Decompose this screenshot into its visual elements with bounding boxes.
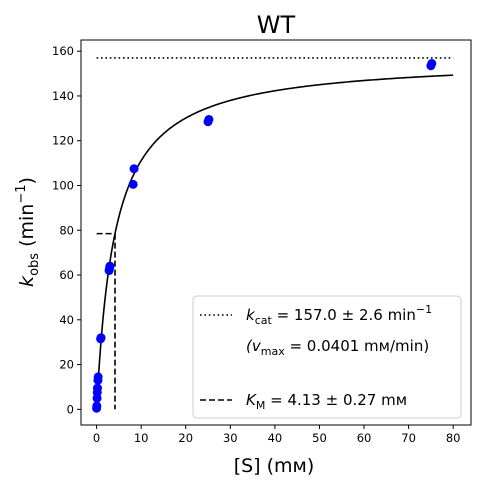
data-point	[93, 372, 103, 382]
data-point	[96, 333, 106, 343]
x-tick-label: 70	[401, 431, 416, 445]
legend-kcat-sup: −1	[416, 303, 432, 316]
y-tick-label: 80	[59, 223, 74, 237]
y-axis-label-sub: obs	[27, 253, 42, 276]
legend-kcat-symbol: k	[246, 306, 256, 324]
legend-box	[192, 295, 462, 419]
y-axis-label-unit: (min	[16, 204, 38, 253]
fit-curve	[95, 74, 454, 410]
x-tick-label: 30	[223, 431, 238, 445]
y-tick-label: 120	[52, 134, 74, 148]
y-axis-label-symbol: k	[16, 275, 38, 287]
legend-vmax-entry: (vmax = 0.0401 mм/min)	[246, 337, 429, 358]
data-point	[92, 401, 102, 411]
y-axis-label: kobs (min−1)	[14, 177, 42, 287]
y-tick-label: 160	[52, 44, 74, 58]
legend-kcat-sub: cat	[255, 314, 273, 327]
x-tick-label: 80	[446, 431, 461, 445]
legend-kcat-entry: kcat = 157.0 ± 2.6 min−1	[246, 303, 432, 327]
y-axis-ticks: 0 20 40 60 80 100 120 140 160	[52, 44, 81, 416]
legend-vmax-text: = 0.0401 mм/min)	[285, 337, 429, 355]
legend-km-entry: KM = 4.13 ± 0.27 mм	[246, 391, 407, 412]
chart-title: WT	[257, 11, 296, 39]
fit-curve-group	[95, 74, 454, 410]
x-axis-label: [S] (mм)	[234, 455, 315, 477]
y-axis-label-close: )	[16, 177, 38, 184]
legend-km-symbol: K	[246, 391, 257, 409]
legend-km-text: = 4.13 ± 0.27 mм	[265, 391, 407, 409]
x-tick-label: 40	[268, 431, 283, 445]
data-point	[427, 59, 437, 69]
data-point	[105, 261, 115, 271]
legend: kcat = 157.0 ± 2.6 min−1 (vmax = 0.0401 …	[192, 295, 462, 419]
data-point	[129, 164, 139, 174]
legend-kcat-text: = 157.0 ± 2.6 min	[272, 306, 416, 324]
y-tick-label: 20	[59, 358, 74, 372]
reference-lines	[96, 57, 454, 410]
x-tick-label: 10	[134, 431, 149, 445]
data-point	[204, 114, 214, 124]
legend-vmax-sub: max	[261, 345, 285, 358]
x-tick-label: 60	[357, 431, 372, 445]
data-point	[92, 383, 102, 393]
y-tick-label: 0	[67, 402, 74, 416]
legend-vmax-open: (v	[246, 337, 262, 355]
y-tick-label: 100	[52, 178, 74, 192]
y-tick-label: 140	[52, 89, 74, 103]
x-axis-ticks: 0 10 20 30 40 50 60 70 80	[93, 425, 461, 445]
x-tick-label: 50	[312, 431, 327, 445]
data-points	[92, 59, 437, 413]
legend-km-sub: M	[256, 399, 266, 412]
x-tick-label: 0	[93, 431, 100, 445]
data-point	[128, 179, 138, 189]
x-tick-label: 20	[178, 431, 193, 445]
y-tick-label: 40	[59, 313, 74, 327]
plot-frame	[80, 39, 472, 426]
y-axis-label-sup: −1	[14, 184, 29, 203]
y-tick-label: 60	[59, 268, 74, 282]
